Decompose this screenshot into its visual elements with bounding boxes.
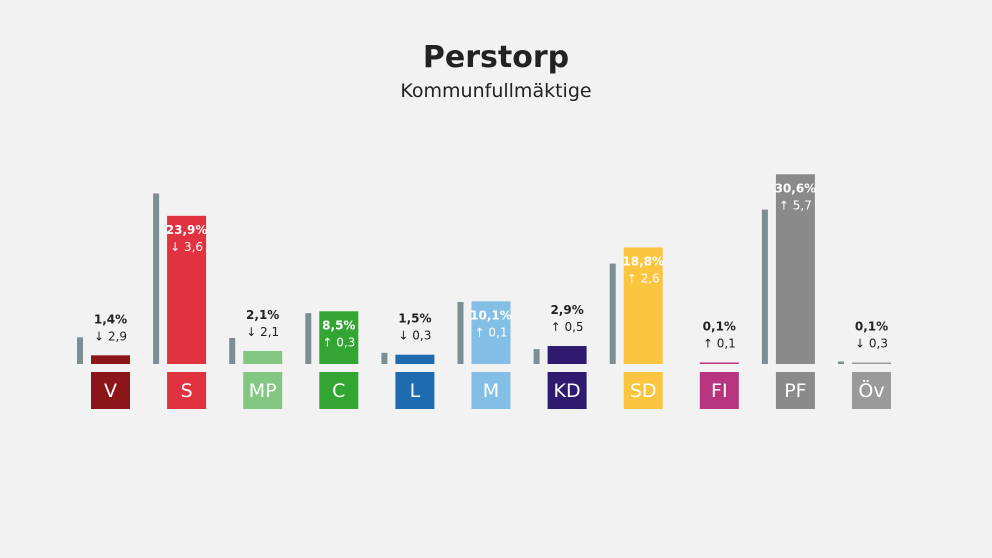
- value-label-S: 23,9%: [166, 223, 208, 237]
- change-arrow-icon: ↓: [398, 329, 412, 343]
- current-bar-Öv: [852, 362, 891, 364]
- party-box-L: [395, 372, 435, 409]
- change-value: 5,7: [793, 198, 812, 212]
- value-label-L: 1,5%: [398, 312, 431, 326]
- change-value: 2,6: [641, 271, 660, 285]
- current-bar-FI: [699, 362, 739, 364]
- value-label-M: 10,1%: [470, 308, 512, 322]
- change-arrow-icon: ↑: [779, 198, 793, 212]
- party-label-SD: SD: [630, 380, 657, 402]
- previous-bar-KD: [533, 349, 540, 364]
- party-label-M: M: [483, 380, 499, 402]
- value-label-SD: 18,8%: [622, 254, 664, 268]
- change-label-KD: ↑ 0,5: [551, 320, 584, 334]
- party-label-MP: MP: [249, 380, 277, 402]
- change-value: 0,1: [488, 325, 507, 339]
- party-box-KD: [547, 372, 587, 409]
- party-box-MP: [243, 372, 283, 409]
- current-bar-L: [395, 354, 435, 364]
- change-arrow-icon: ↑: [551, 320, 565, 334]
- change-arrow-icon: ↓: [855, 337, 869, 351]
- previous-bar-Öv: [838, 361, 844, 364]
- party-box-Öv: [852, 372, 891, 409]
- change-label-SD: ↑ 2,6: [627, 271, 660, 285]
- value-label-MP: 2,1%: [246, 308, 279, 322]
- current-bar-M: [471, 301, 511, 364]
- change-label-Öv: ↓ 0,3: [855, 337, 888, 351]
- change-arrow-icon: ↑: [322, 335, 336, 349]
- change-value: 0,3: [412, 329, 431, 343]
- party-label-S: S: [181, 380, 193, 402]
- party-label-KD: KD: [554, 380, 581, 402]
- change-value: 2,9: [108, 329, 127, 343]
- value-label-V: 1,4%: [94, 312, 127, 326]
- change-arrow-icon: ↑: [627, 271, 641, 285]
- change-label-C: ↑ 0,3: [322, 335, 355, 349]
- previous-bar-C: [305, 313, 312, 364]
- previous-bar-PF: [761, 209, 768, 364]
- current-bar-C: [319, 311, 359, 364]
- change-value: 0,1: [717, 337, 736, 351]
- party-box-FI: [699, 372, 739, 409]
- party-box-S: [167, 372, 207, 409]
- change-value: 3,6: [184, 240, 203, 254]
- change-label-S: ↓ 3,6: [170, 240, 203, 254]
- party-label-L: L: [410, 380, 421, 402]
- party-label-FI: FI: [711, 380, 728, 402]
- previous-bar-L: [381, 352, 388, 364]
- change-label-FI: ↑ 0,1: [703, 337, 736, 351]
- party-label-V: V: [104, 380, 117, 402]
- previous-bar-M: [457, 302, 464, 364]
- change-value: 2,1: [260, 325, 279, 339]
- change-arrow-icon: ↑: [475, 325, 489, 339]
- current-bar-S: [167, 215, 207, 364]
- current-bar-V: [91, 355, 130, 364]
- party-box-V: [91, 372, 130, 409]
- change-value: 0,3: [336, 335, 355, 349]
- previous-bar-MP: [229, 337, 236, 364]
- previous-bar-V: [77, 337, 83, 364]
- change-label-PF: ↑ 5,7: [779, 198, 812, 212]
- change-label-MP: ↓ 2,1: [246, 325, 279, 339]
- previous-bar-S: [153, 193, 160, 364]
- chart-subtitle: Kommunfullmäktige: [400, 80, 592, 102]
- current-bar-KD: [547, 346, 587, 364]
- current-bar-MP: [243, 350, 283, 364]
- change-arrow-icon: ↓: [246, 325, 260, 339]
- party-box-PF: [775, 372, 815, 409]
- party-label-Öv: Öv: [858, 379, 884, 402]
- current-bar-SD: [623, 247, 663, 364]
- change-value: 0,3: [869, 337, 888, 351]
- change-label-L: ↓ 0,3: [398, 329, 431, 343]
- value-label-KD: 2,9%: [550, 303, 583, 317]
- party-box-M: [471, 372, 511, 409]
- previous-bar-SD: [609, 263, 616, 364]
- value-label-Öv: 0,1%: [855, 320, 888, 334]
- change-value: 0,5: [564, 320, 583, 334]
- change-arrow-icon: ↓: [94, 329, 108, 343]
- party-box-C: [319, 372, 359, 409]
- value-label-PF: 30,6%: [775, 181, 817, 195]
- chart-title: Perstorp: [422, 40, 570, 75]
- party-label-PF: PF: [784, 380, 806, 402]
- change-arrow-icon: ↑: [703, 337, 717, 351]
- party-label-C: C: [332, 380, 345, 402]
- change-label-M: ↑ 0,1: [475, 325, 508, 339]
- change-label-V: ↓ 2,9: [94, 329, 127, 343]
- current-bar-PF: [775, 174, 815, 364]
- party-box-SD: [623, 372, 663, 409]
- value-label-FI: 0,1%: [703, 320, 736, 334]
- change-arrow-icon: ↓: [170, 240, 184, 254]
- value-label-C: 8,5%: [322, 318, 355, 332]
